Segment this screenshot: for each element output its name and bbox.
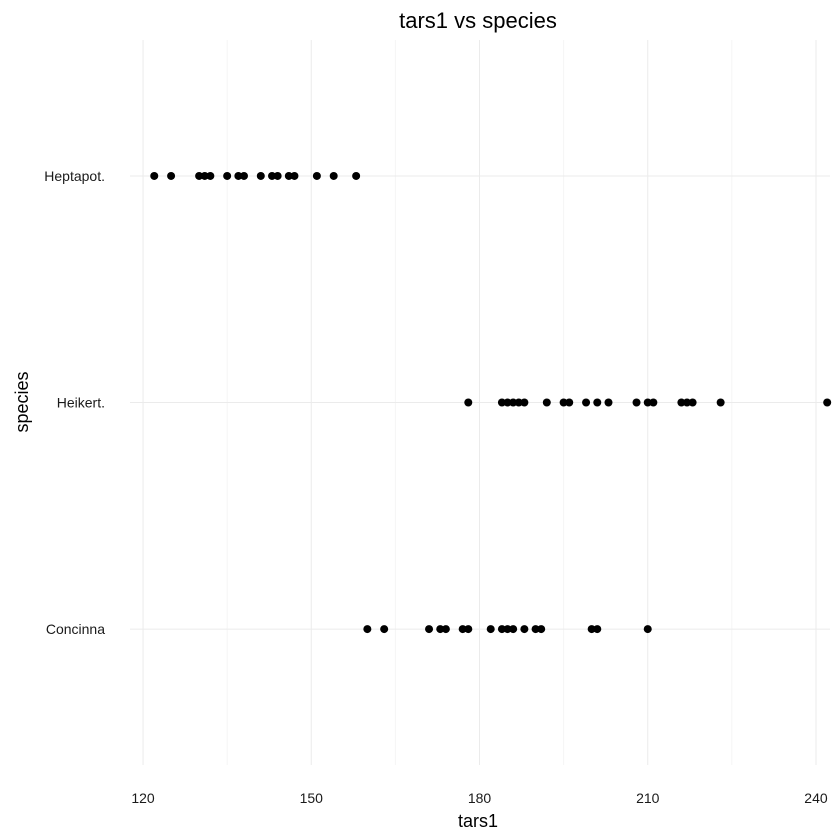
data-point (200, 171, 209, 180)
data-point (537, 625, 546, 634)
data-point (531, 625, 540, 634)
data-point (497, 625, 506, 634)
data-point (486, 625, 495, 634)
data-point (234, 171, 243, 180)
chart-title: tars1 vs species (399, 8, 557, 33)
data-point (582, 398, 591, 407)
x-tick-label: 210 (636, 790, 660, 806)
x-tick-label: 240 (804, 790, 828, 806)
y-tick-label: Concinna (46, 621, 105, 637)
data-point (363, 625, 372, 634)
data-point (716, 398, 725, 407)
data-point (380, 625, 389, 634)
data-point (256, 171, 265, 180)
data-point (503, 398, 512, 407)
data-point (441, 625, 450, 634)
data-point (464, 625, 473, 634)
data-point (464, 398, 473, 407)
data-point (352, 171, 361, 180)
data-point (206, 171, 215, 180)
x-tick-label: 180 (468, 790, 492, 806)
grid-layer (130, 40, 830, 765)
points-layer (150, 171, 832, 634)
data-point (593, 398, 602, 407)
data-point (497, 398, 506, 407)
data-point (587, 625, 596, 634)
data-point (273, 171, 282, 180)
data-point (559, 398, 568, 407)
data-point (649, 398, 658, 407)
data-point (632, 398, 641, 407)
data-point (677, 398, 686, 407)
data-point (167, 171, 176, 180)
data-point (520, 398, 529, 407)
data-point (458, 625, 467, 634)
x-tick-label: 120 (131, 790, 155, 806)
data-point (542, 398, 551, 407)
data-point (823, 398, 832, 407)
data-point (509, 398, 518, 407)
data-point (290, 171, 299, 180)
data-point (329, 171, 338, 180)
data-point (425, 625, 434, 634)
data-point (223, 171, 232, 180)
data-point (284, 171, 293, 180)
data-point (683, 398, 691, 407)
data-point (688, 398, 697, 407)
y-tick-label: Heikert. (57, 395, 105, 411)
y-tick-label: Heptapot. (44, 168, 105, 184)
data-point (565, 398, 574, 407)
data-point (239, 171, 248, 180)
data-point (604, 398, 613, 407)
data-point (312, 171, 321, 180)
data-point (509, 625, 518, 634)
data-point (268, 171, 277, 180)
x-axis-title: tars1 (458, 811, 498, 831)
data-point (514, 398, 523, 407)
y-axis-title: species (12, 371, 32, 432)
data-point (643, 398, 652, 407)
x-tick-label: 150 (300, 790, 324, 806)
y-tick-labels: Concinna Heikert. Heptapot. (44, 168, 105, 637)
data-point (150, 171, 159, 180)
x-tick-labels: 120 150 180 210 240 (131, 790, 828, 806)
data-point (643, 625, 652, 634)
data-point (436, 625, 445, 634)
data-point (195, 171, 204, 180)
data-point (503, 625, 512, 634)
data-point (593, 625, 602, 634)
data-point (520, 625, 529, 634)
